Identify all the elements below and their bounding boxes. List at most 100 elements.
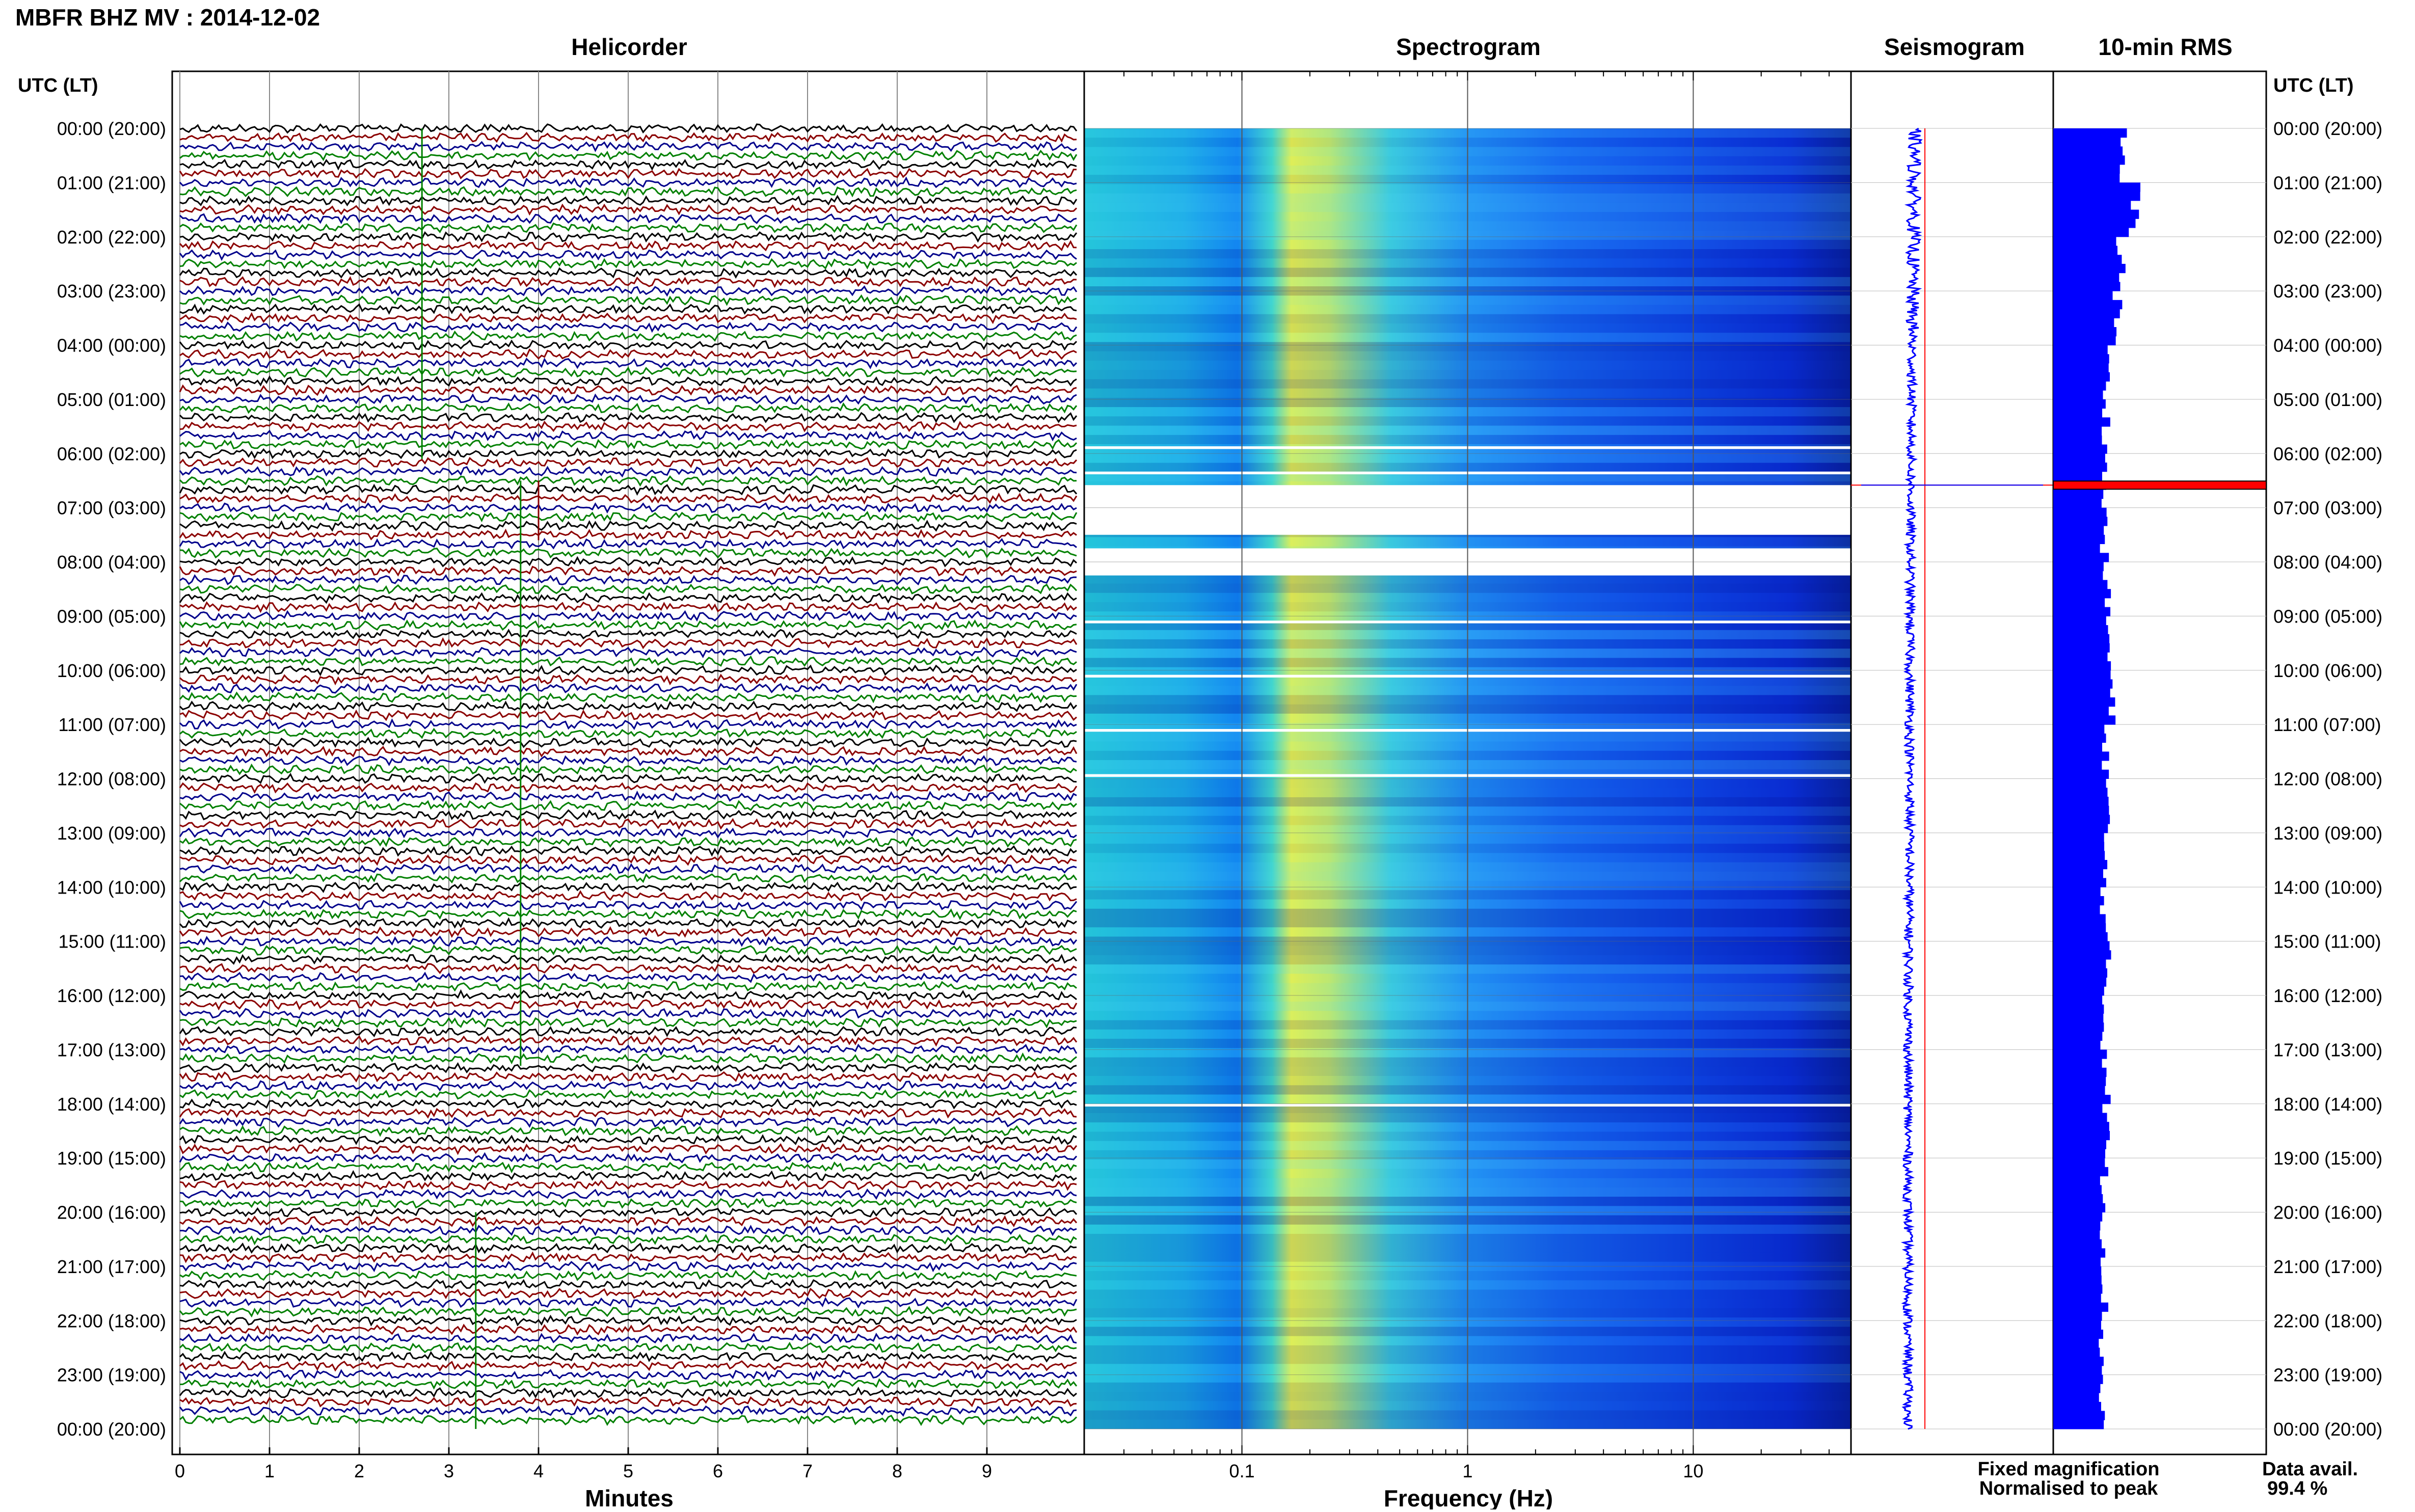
rms-bar bbox=[2053, 345, 2108, 355]
rms-bar bbox=[2053, 941, 2110, 951]
rms-bar bbox=[2053, 517, 2108, 526]
helicorder-trace bbox=[179, 168, 1077, 180]
rms-bar bbox=[2053, 173, 2120, 183]
time-label-right: 03:00 (23:00) bbox=[2273, 281, 2382, 302]
helicorder-trace bbox=[179, 420, 1077, 433]
helicorder-trace bbox=[179, 456, 1078, 469]
rms-bar bbox=[2053, 336, 2116, 345]
rms-bar bbox=[2053, 977, 2107, 987]
time-label-left: 05:00 (01:00) bbox=[57, 389, 166, 410]
helicorder-panel bbox=[171, 70, 1085, 1455]
seismogram-title: Seismogram bbox=[1884, 34, 2025, 60]
time-label-left: 06:00 (02:00) bbox=[57, 443, 166, 464]
helicorder-trace bbox=[179, 520, 1077, 532]
rms-bar bbox=[2053, 318, 2114, 328]
rms-bar bbox=[2053, 788, 2108, 797]
time-label-right: 08:00 (04:00) bbox=[2273, 552, 2382, 573]
rms-bar bbox=[2053, 219, 2136, 228]
rms-bar bbox=[2053, 246, 2118, 255]
helicorder-trace bbox=[179, 565, 1077, 577]
rms-bar bbox=[2053, 1320, 2101, 1330]
rms-bar bbox=[2053, 399, 2106, 409]
helicorder-trace bbox=[179, 213, 1077, 224]
time-label-left: 11:00 (07:00) bbox=[59, 714, 166, 735]
helicorder-trace bbox=[179, 1405, 1077, 1417]
time-label-left: 02:00 (22:00) bbox=[57, 227, 166, 248]
rms-bar bbox=[2053, 715, 2116, 725]
helicorder-trace bbox=[179, 321, 1078, 333]
rms-bar bbox=[2053, 1086, 2105, 1095]
rms-bar bbox=[2053, 634, 2110, 644]
helicorder-tick-label: 1 bbox=[264, 1461, 275, 1481]
helicorder-trace bbox=[179, 483, 1078, 496]
helicorder-trace bbox=[179, 629, 1077, 639]
rms-bar bbox=[2053, 742, 2103, 752]
rms-bar bbox=[2053, 291, 2113, 301]
time-label-left: 00:00 (20:00) bbox=[57, 1419, 166, 1440]
rms-bar bbox=[2053, 986, 2104, 996]
time-label-right: 23:00 (19:00) bbox=[2273, 1365, 2382, 1386]
rms-bar bbox=[2053, 652, 2108, 662]
helicorder-trace bbox=[179, 249, 1077, 261]
helicorder-trace bbox=[179, 637, 1078, 650]
helicorder-trace bbox=[179, 186, 1077, 198]
helicorder-tick-label: 6 bbox=[713, 1461, 723, 1481]
helicorder-trace bbox=[179, 1008, 1077, 1019]
helicorder-trace bbox=[179, 763, 1077, 775]
time-label-right: 09:00 (05:00) bbox=[2273, 606, 2382, 627]
rms-bar bbox=[2053, 887, 2101, 897]
helicorder-trace bbox=[179, 492, 1078, 505]
rms-panel bbox=[2052, 70, 2267, 1455]
helicorder-trace bbox=[179, 547, 1077, 559]
helicorder-trace bbox=[179, 475, 1077, 487]
helicorder-trace bbox=[179, 176, 1077, 188]
time-label-right: 05:00 (01:00) bbox=[2273, 389, 2382, 410]
helicorder-trace bbox=[179, 240, 1077, 252]
rms-bar bbox=[2053, 309, 2120, 318]
helicorder-trace bbox=[179, 682, 1078, 694]
helicorder-trace bbox=[179, 1305, 1077, 1318]
rms-bar bbox=[2053, 1393, 2099, 1402]
time-label-right: 11:00 (07:00) bbox=[2273, 714, 2381, 735]
rms-bar bbox=[2053, 1266, 2102, 1276]
rms-bar bbox=[2053, 1176, 2100, 1185]
helicorder-trace bbox=[179, 1188, 1077, 1200]
helicorder-trace bbox=[179, 258, 1077, 270]
rms-bar bbox=[2053, 155, 2125, 165]
time-label-right: 21:00 (17:00) bbox=[2273, 1256, 2382, 1277]
time-label-left: 07:00 (03:00) bbox=[57, 498, 166, 519]
helicorder-trace bbox=[179, 1324, 1078, 1336]
helicorder-trace bbox=[179, 1261, 1077, 1273]
helicorder-trace bbox=[179, 339, 1078, 351]
rms-peak-bar bbox=[2053, 480, 2267, 490]
helicorder-trace bbox=[179, 836, 1077, 848]
helicorder-trace bbox=[179, 294, 1077, 306]
helicorder-trace bbox=[179, 276, 1077, 288]
helicorder-tick-label: 9 bbox=[982, 1461, 992, 1481]
rms-bar bbox=[2053, 300, 2123, 310]
rms-bar bbox=[2053, 851, 2105, 860]
helicorder-trace bbox=[179, 141, 1077, 152]
time-label-right: 10:00 (06:00) bbox=[2273, 660, 2382, 681]
time-labels: 00:00 (20:00) 00:00 (20:00) 01:00 (21:00) 0… bbox=[57, 118, 2382, 1440]
helicorder-trace bbox=[179, 1198, 1077, 1209]
helicorder-trace bbox=[179, 1314, 1077, 1327]
rms-bar bbox=[2053, 1257, 2101, 1267]
helicorder-trace bbox=[179, 429, 1077, 442]
helicorder-tick-label: 8 bbox=[892, 1461, 902, 1481]
helicorder-trace bbox=[179, 908, 1077, 921]
helicorder-trace bbox=[179, 1378, 1078, 1390]
helicorder-trace bbox=[179, 963, 1077, 975]
helicorder-trace bbox=[179, 800, 1078, 812]
helicorder-trace bbox=[179, 312, 1077, 325]
rms-bar bbox=[2053, 534, 2105, 545]
helicorder-trace bbox=[179, 1369, 1078, 1381]
helicorder-trace bbox=[179, 1360, 1077, 1372]
rms-bar bbox=[2053, 1040, 2101, 1050]
time-label-right: 02:00 (22:00) bbox=[2273, 227, 2382, 248]
helicorder-trace bbox=[179, 131, 1077, 143]
helicorder-trace bbox=[179, 439, 1078, 450]
helicorder-trace bbox=[179, 222, 1078, 233]
rms-bar bbox=[2053, 1420, 2104, 1429]
time-label-left: 21:00 (17:00) bbox=[57, 1256, 166, 1277]
